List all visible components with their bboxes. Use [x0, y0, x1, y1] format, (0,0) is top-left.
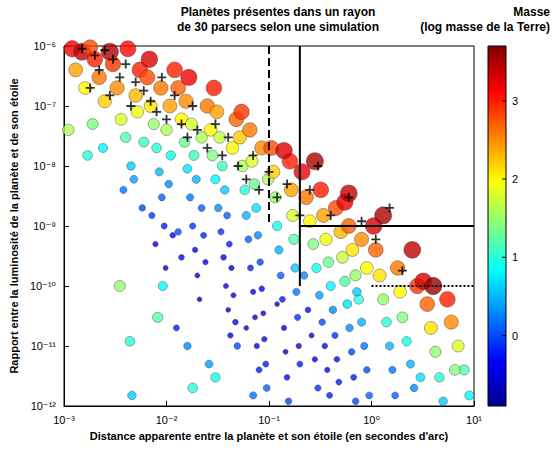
svg-text:10⁻¹¹: 10⁻¹¹ [31, 340, 57, 352]
svg-text:10⁻¹⁰: 10⁻¹⁰ [30, 280, 57, 292]
svg-text:10⁻⁷: 10⁻⁷ [34, 100, 56, 112]
svg-text:(log masse de la Terre): (log masse de la Terre) [420, 20, 550, 34]
svg-text:10⁻³: 10⁻³ [53, 414, 75, 426]
svg-text:Masse: Masse [513, 5, 550, 19]
svg-text:10⁻²: 10⁻² [156, 414, 178, 426]
svg-text:Distance apparente entre la pl: Distance apparente entre la planète et s… [90, 430, 449, 442]
svg-text:2: 2 [512, 173, 518, 185]
svg-text:10⁰: 10⁰ [363, 414, 380, 426]
svg-text:Rapport entre la luminosité de: Rapport entre la luminosité de la planèt… [8, 78, 20, 373]
svg-text:10⁻¹: 10⁻¹ [258, 414, 280, 426]
svg-text:10⁻¹²: 10⁻¹² [31, 400, 57, 412]
svg-text:1: 1 [512, 251, 518, 263]
svg-text:10¹: 10¹ [466, 414, 482, 426]
svg-text:10⁻⁶: 10⁻⁶ [33, 40, 56, 52]
svg-text:10⁻⁹: 10⁻⁹ [33, 220, 56, 232]
svg-text:10⁻⁸: 10⁻⁸ [33, 160, 56, 172]
svg-text:Planètes présentes dans un ray: Planètes présentes dans un rayon [181, 5, 376, 19]
svg-text:de 30 parsecs selon une simula: de 30 parsecs selon une simulation [177, 20, 379, 34]
svg-text:0: 0 [512, 330, 518, 342]
svg-text:3: 3 [512, 95, 518, 107]
